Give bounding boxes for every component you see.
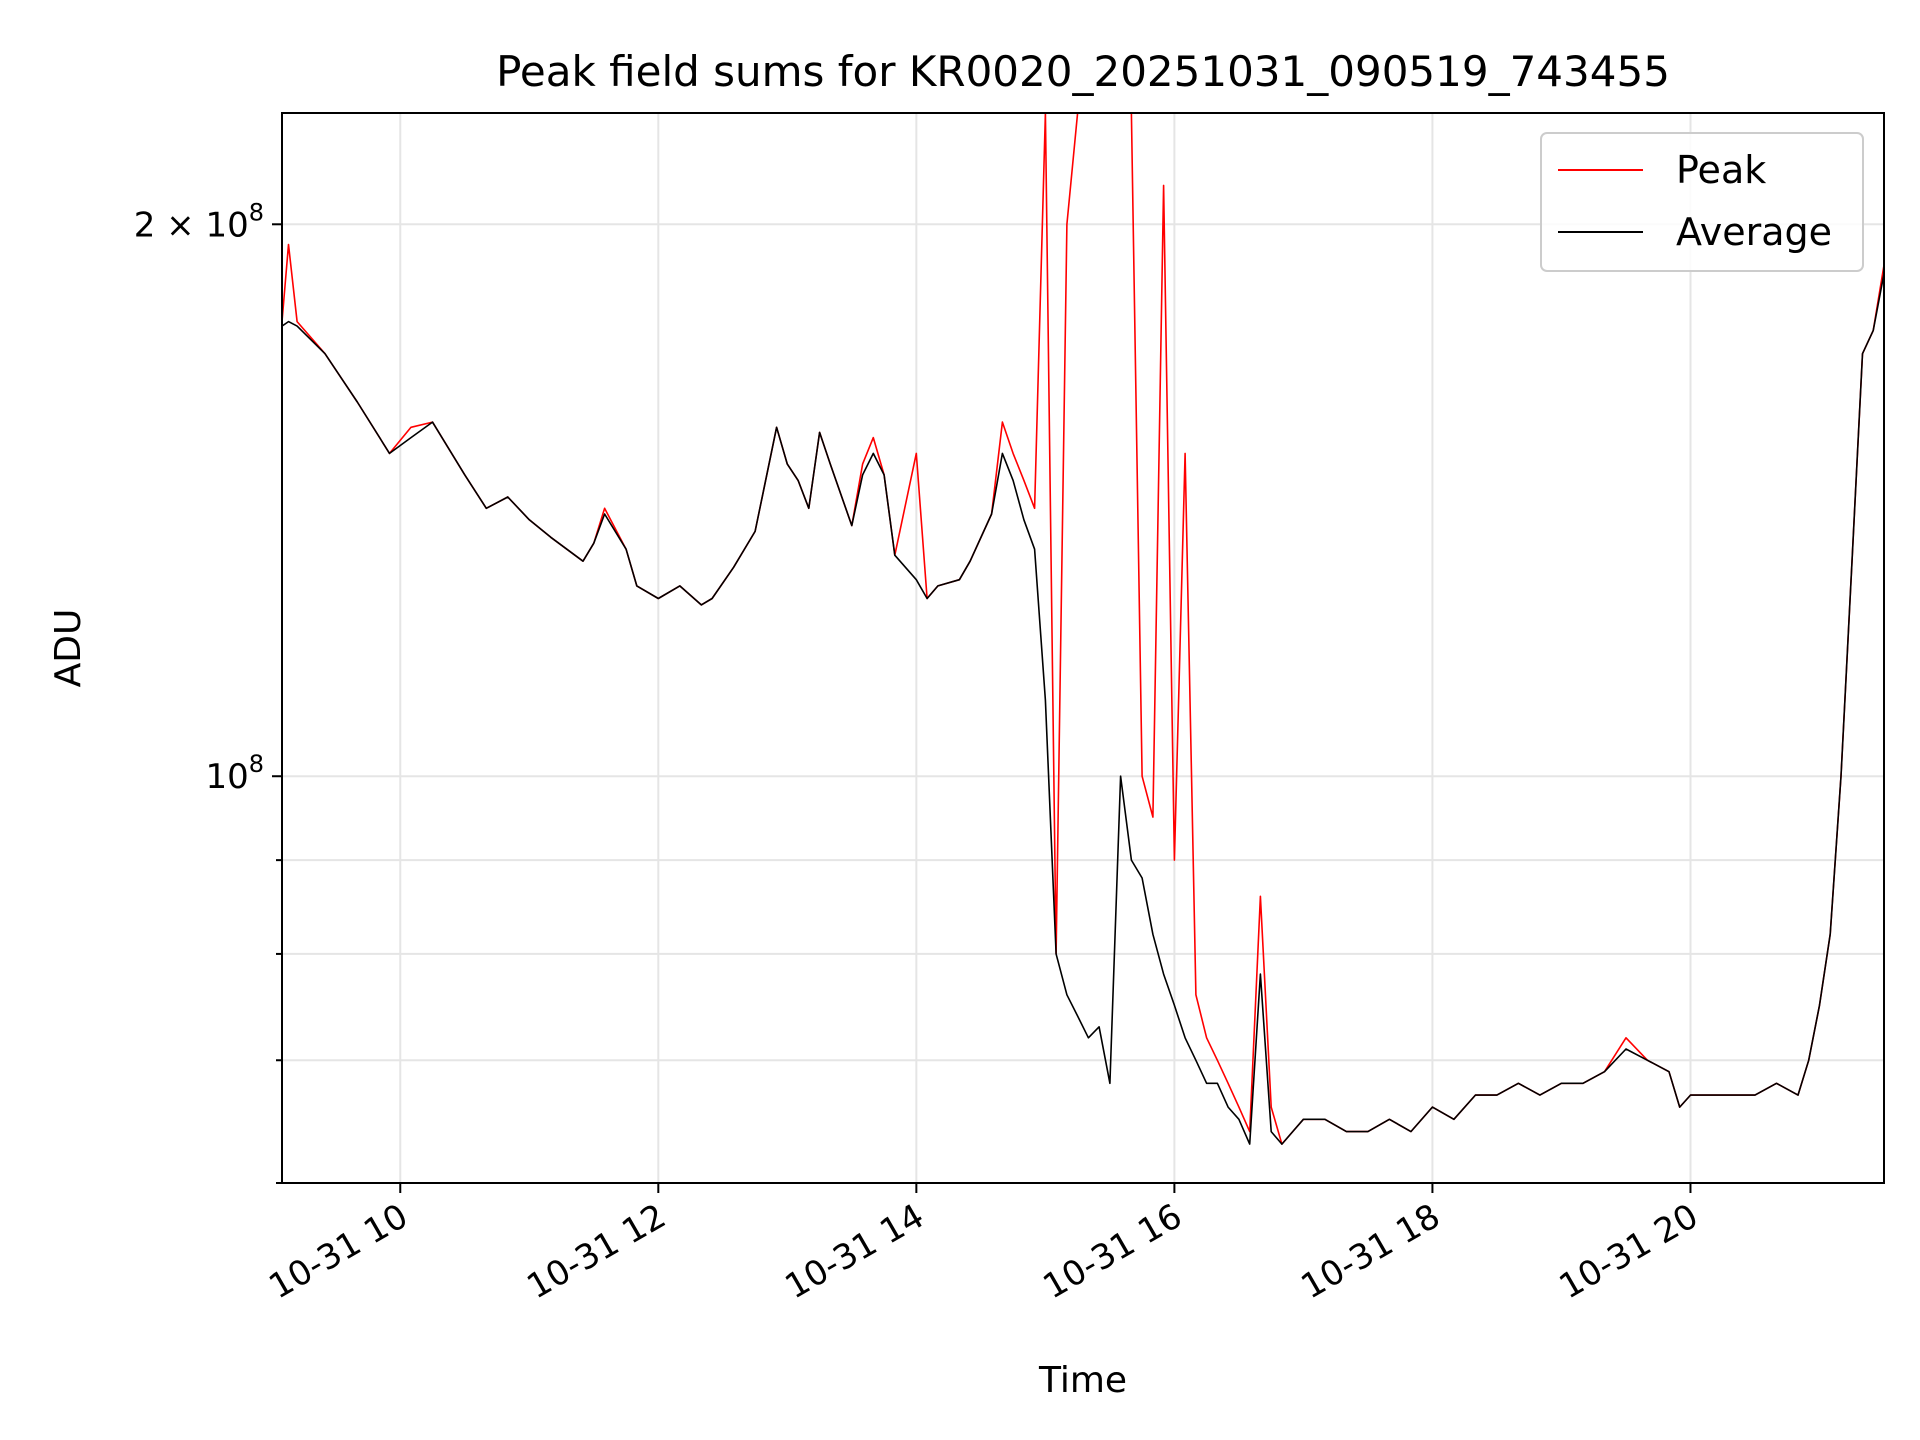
legend-frame	[1540, 132, 1864, 272]
y-tick-label: 108	[205, 750, 264, 797]
legend: Peak Average	[1540, 132, 1864, 272]
average-series-line	[282, 273, 1884, 1145]
legend-average-label: Average	[1676, 210, 1832, 254]
legend-peak-label: Peak	[1676, 148, 1766, 192]
y-tick-label: 2 × 108	[134, 198, 264, 245]
chart-title: Peak field sums for KR0020_20251031_0905…	[496, 47, 1670, 96]
y-axis-label: ADU	[48, 609, 89, 688]
x-axis-label: Time	[1038, 1360, 1127, 1401]
grid	[282, 113, 1884, 1184]
axes-frame	[281, 112, 1885, 1184]
